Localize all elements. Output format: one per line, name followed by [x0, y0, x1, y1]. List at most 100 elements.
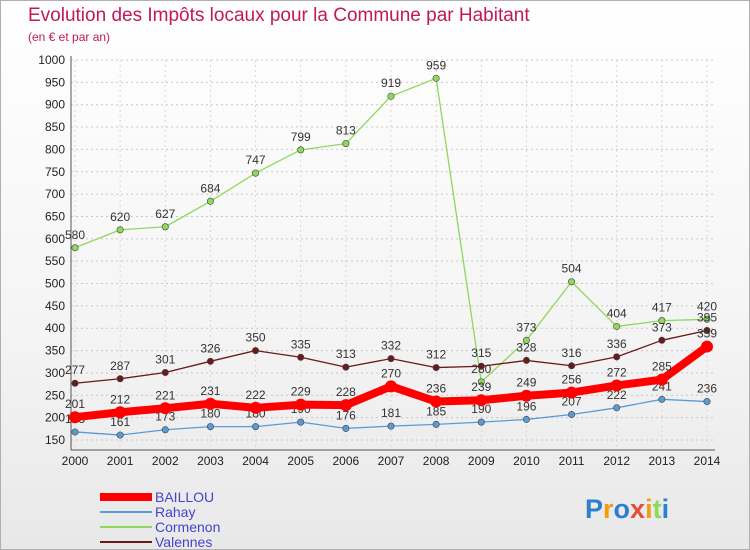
- data-point-rahay-2002: [161, 426, 169, 434]
- data-label-rahay-2008: 185: [426, 404, 446, 418]
- data-point-baillou-2010: [520, 389, 533, 402]
- data-point-baillou-2000: [69, 411, 81, 424]
- data-point-cormenon-2008: [432, 74, 440, 82]
- y-tick-label-150: 150: [45, 433, 65, 447]
- data-label-valennes-2009: 315: [471, 346, 491, 360]
- data-point-baillou-2002: [159, 402, 172, 415]
- data-label-baillou-2013: 285: [652, 360, 672, 374]
- data-label-cormenon-2004: 747: [246, 153, 266, 167]
- proxiti-logo: Proxiti: [585, 494, 669, 524]
- data-point-baillou-2001: [114, 406, 127, 419]
- data-label-valennes-2008: 312: [426, 348, 446, 362]
- data-point-valennes-2011: [568, 362, 576, 370]
- data-point-valennes-2001: [116, 375, 124, 383]
- data-label-baillou-2008: 236: [426, 382, 446, 396]
- data-point-valennes-2013: [658, 336, 666, 344]
- data-point-cormenon-2010: [522, 336, 530, 344]
- data-point-valennes-2003: [206, 357, 214, 365]
- data-label-valennes-2000: 277: [65, 363, 85, 377]
- data-label-rahay-2009: 190: [471, 402, 491, 416]
- data-point-rahay-2008: [432, 420, 440, 428]
- data-point-valennes-2002: [161, 368, 169, 376]
- data-point-cormenon-2012: [613, 322, 621, 330]
- data-point-baillou-2006: [339, 399, 352, 412]
- data-label-rahay-2010: 196: [516, 399, 536, 413]
- legend-label-valennes: Valennes: [155, 534, 212, 550]
- data-label-rahay-2001: 161: [110, 415, 130, 429]
- data-label-valennes-2002: 301: [155, 352, 175, 366]
- data-label-cormenon-2011: 504: [562, 262, 582, 276]
- data-point-valennes-2014: [703, 326, 711, 334]
- y-tick-label-300: 300: [45, 366, 65, 380]
- x-tick-label-2006: 2006: [333, 454, 360, 468]
- data-point-valennes-2012: [613, 353, 621, 361]
- data-point-rahay-2000: [71, 428, 79, 436]
- legend-label-cormenon: Cormenon: [155, 519, 220, 535]
- data-point-cormenon-2009: [477, 378, 485, 386]
- y-tick-label-900: 900: [45, 98, 65, 112]
- data-label-baillou-2003: 231: [200, 384, 220, 398]
- data-label-baillou-2001: 212: [110, 392, 130, 406]
- data-point-baillou-2014: [701, 340, 713, 353]
- data-point-baillou-2013: [655, 373, 668, 386]
- data-point-baillou-2005: [294, 398, 307, 411]
- data-point-valennes-2005: [297, 353, 305, 361]
- y-tick-label-700: 700: [45, 187, 65, 201]
- data-point-rahay-2012: [613, 404, 621, 412]
- y-tick-label-600: 600: [45, 232, 65, 246]
- data-label-cormenon-2012: 404: [607, 306, 627, 320]
- x-tick-label-2009: 2009: [468, 454, 495, 468]
- data-point-rahay-2010: [522, 415, 530, 423]
- data-label-rahay-2006: 176: [336, 408, 356, 422]
- data-point-cormenon-2000: [71, 244, 79, 252]
- data-label-valennes-2005: 335: [291, 337, 311, 351]
- data-label-baillou-2002: 221: [155, 388, 175, 402]
- legend-label-baillou: BAILLOU: [155, 489, 214, 505]
- y-tick-label-800: 800: [45, 142, 65, 156]
- data-label-valennes-2007: 332: [381, 339, 401, 353]
- data-point-baillou-2003: [204, 397, 217, 410]
- data-label-cormenon-2002: 627: [155, 207, 175, 221]
- x-tick-label-2004: 2004: [242, 454, 269, 468]
- data-label-cormenon-2001: 620: [110, 210, 130, 224]
- y-tick-label-500: 500: [45, 277, 65, 291]
- y-tick-label-650: 650: [45, 209, 65, 223]
- data-label-baillou-2000: 201: [65, 397, 85, 411]
- data-point-baillou-2007: [385, 380, 397, 393]
- x-tick-label-2005: 2005: [287, 454, 314, 468]
- data-label-cormenon-2006: 813: [336, 124, 356, 138]
- data-point-cormenon-2005: [297, 146, 305, 154]
- data-point-rahay-2004: [252, 423, 260, 431]
- chart-title: Evolution des Impôts locaux pour la Comm…: [28, 5, 530, 26]
- chart-subtitle: (en € et par an): [28, 30, 111, 44]
- data-label-baillou-2012: 272: [607, 365, 627, 379]
- legend-label-rahay: Rahay: [155, 504, 195, 520]
- data-label-rahay-2007: 181: [381, 406, 401, 420]
- data-point-cormenon-2001: [116, 226, 124, 234]
- data-label-baillou-2004: 222: [246, 388, 266, 402]
- data-label-valennes-2012: 336: [607, 337, 627, 351]
- data-label-valennes-2011: 316: [562, 346, 582, 360]
- x-tick-label-2001: 2001: [107, 454, 134, 468]
- data-label-baillou-2009: 239: [471, 380, 491, 394]
- data-point-baillou-2004: [249, 401, 262, 414]
- data-label-baillou-2014: 359: [697, 327, 717, 341]
- x-tick-label-2000: 2000: [62, 454, 89, 468]
- data-point-rahay-2001: [116, 431, 124, 439]
- data-label-rahay-2003: 180: [200, 407, 220, 421]
- data-label-valennes-2010: 328: [516, 340, 536, 354]
- data-label-cormenon-2000: 580: [65, 228, 85, 242]
- y-tick-label-450: 450: [45, 299, 65, 313]
- data-point-cormenon-2002: [161, 223, 169, 231]
- data-point-cormenon-2003: [206, 197, 214, 205]
- data-point-valennes-2009: [477, 362, 485, 370]
- y-tick-label-400: 400: [45, 321, 65, 335]
- data-label-cormenon-2005: 799: [291, 130, 311, 144]
- data-point-valennes-2000: [71, 379, 79, 387]
- x-tick-label-2007: 2007: [378, 454, 405, 468]
- data-point-cormenon-2006: [342, 140, 350, 148]
- data-label-cormenon-2003: 684: [200, 181, 220, 195]
- y-tick-label-1000: 1000: [38, 53, 65, 67]
- data-label-baillou-2010: 249: [516, 376, 536, 390]
